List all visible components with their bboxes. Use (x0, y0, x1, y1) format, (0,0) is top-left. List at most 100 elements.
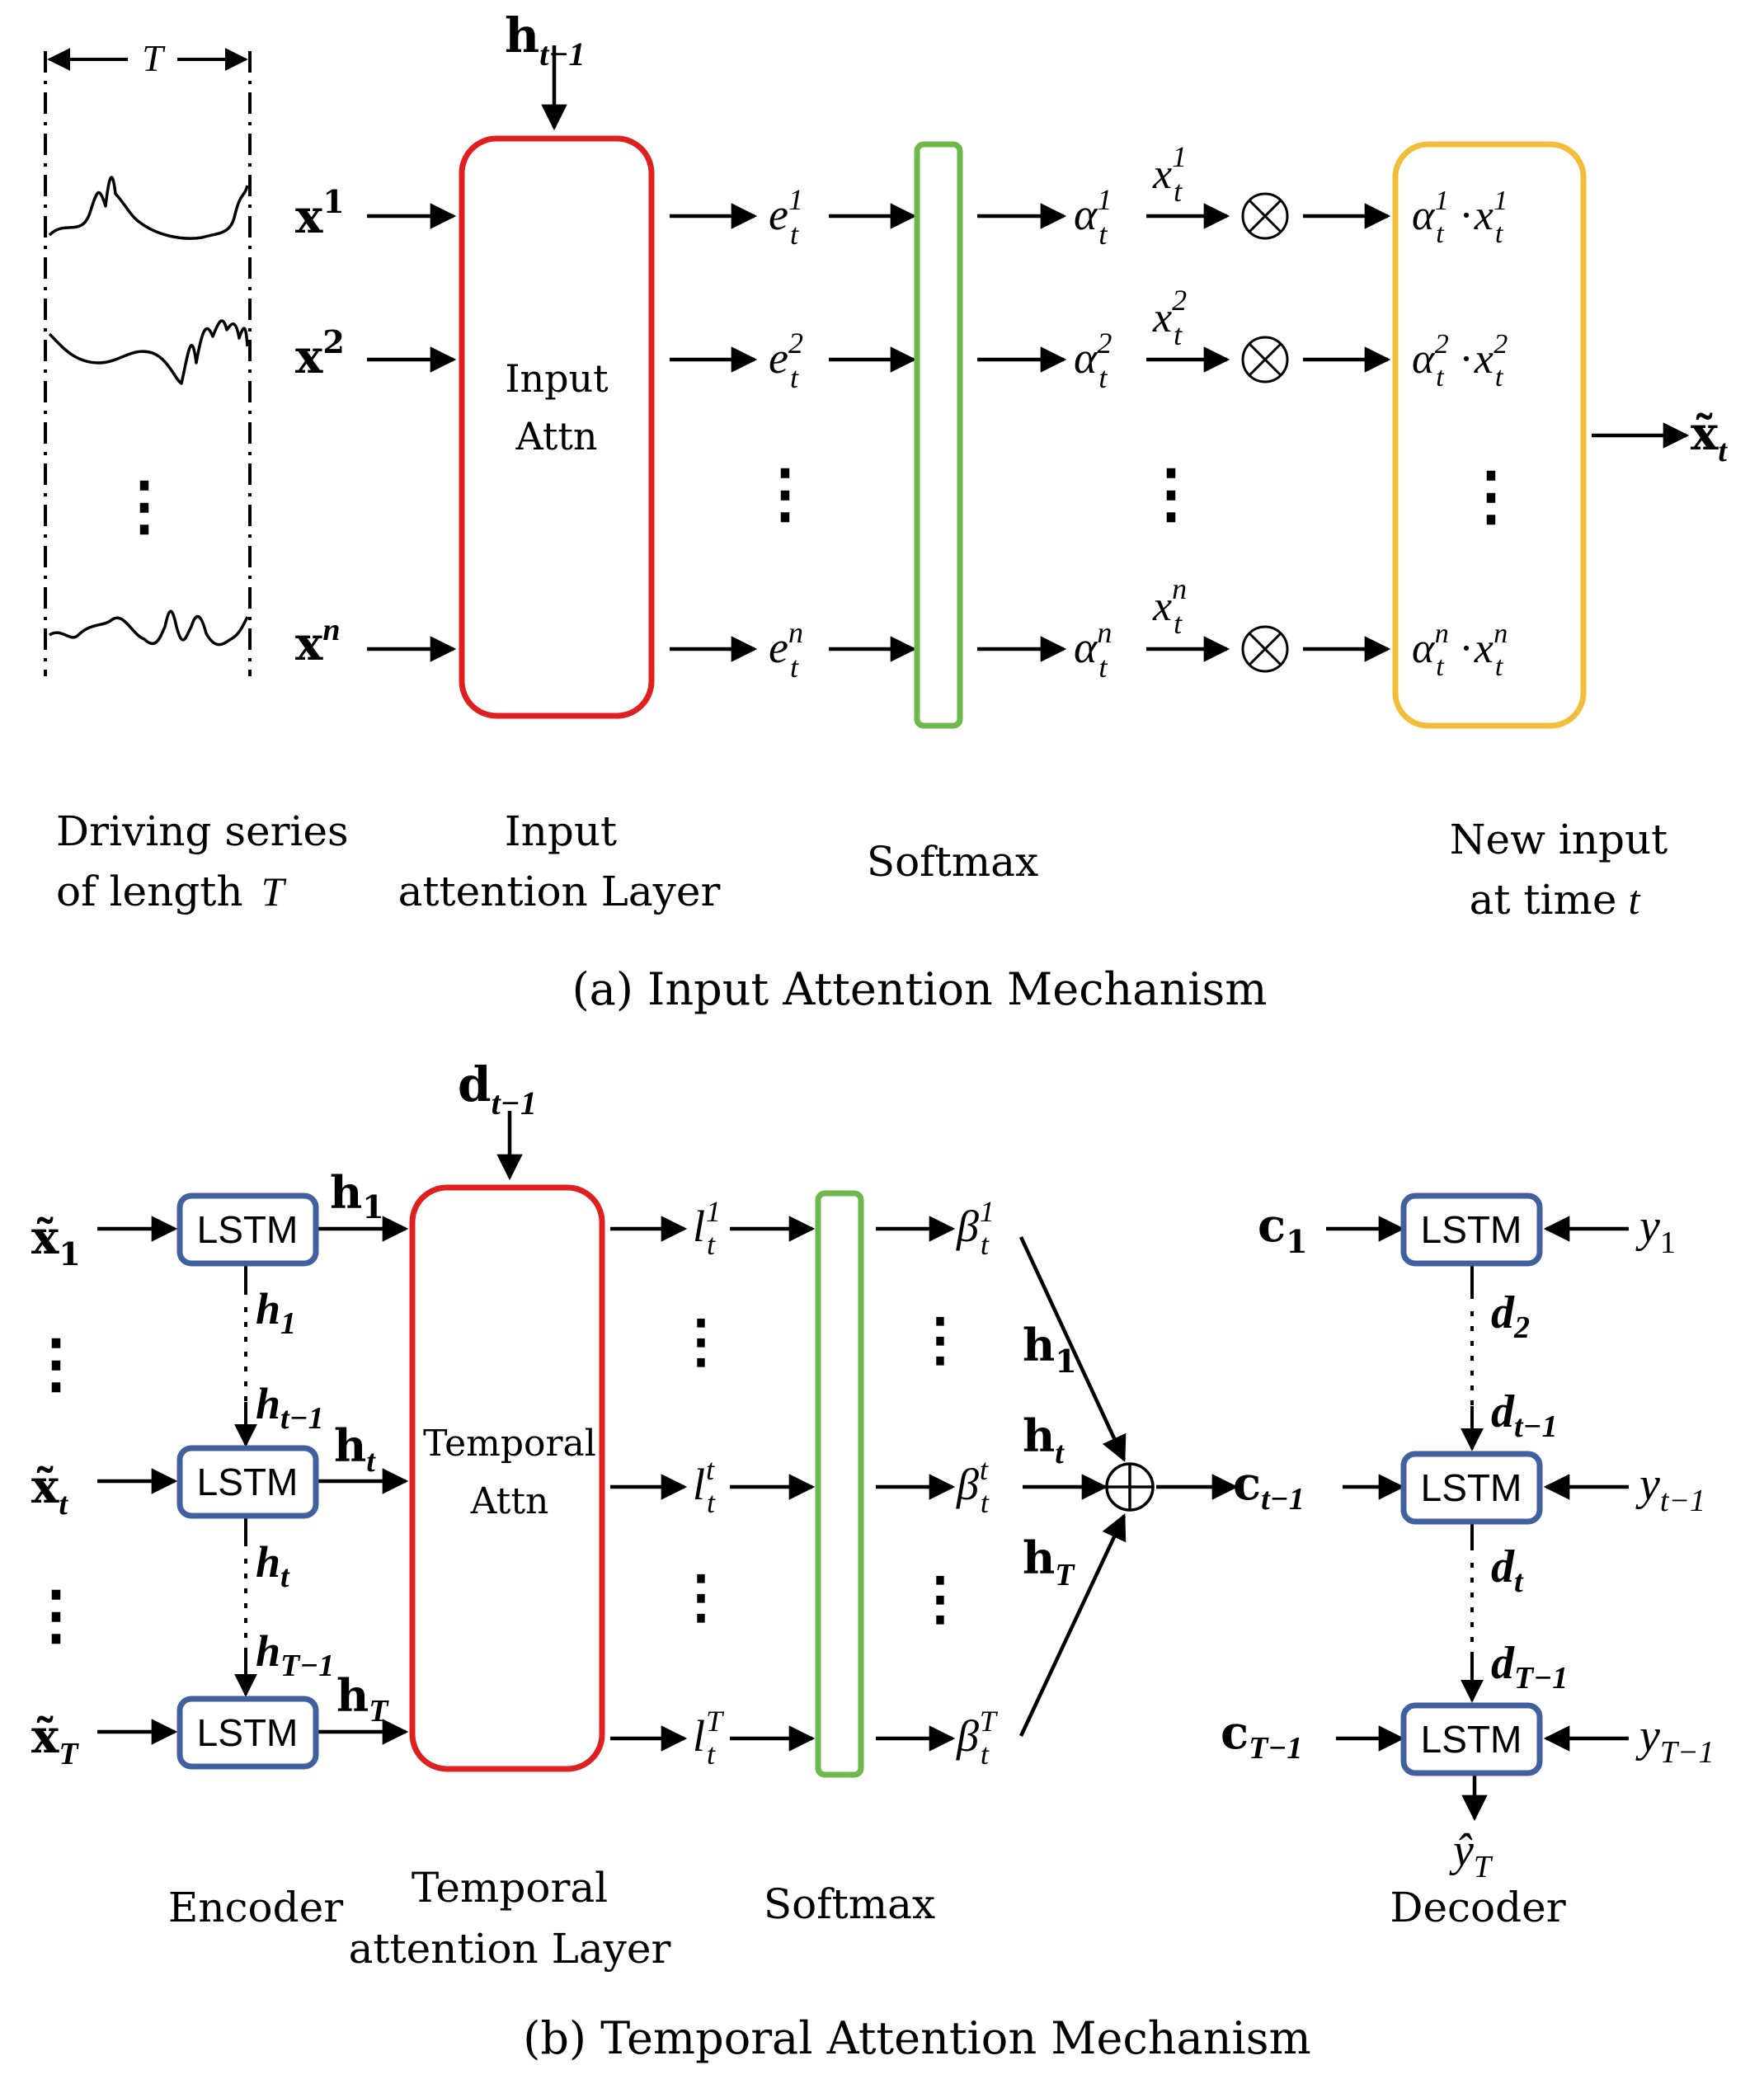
panel-temporal-attention: x̃1 x̃t x̃T ⋮ ⋮ LSTM (24, 1056, 1715, 2064)
beta-T: βtT (956, 1705, 999, 1771)
sum-input-labels: h1 ht hT (1023, 1319, 1077, 1592)
input-arrows (367, 45, 567, 662)
input-x1: x1 (295, 183, 345, 244)
beta-t: βtt (956, 1453, 990, 1519)
dec-state-dT-1: dT−1 (1491, 1638, 1568, 1696)
time-series-curves (48, 176, 249, 647)
alpha-1: αt1 (1074, 183, 1112, 251)
panel-b-section-labels: Encoder Temporal attention Layer Softmax… (168, 1864, 1566, 1973)
label-decoder: Decoder (1390, 1884, 1565, 1931)
multiply-op-2 (1241, 336, 1289, 383)
encoder-lstm-t-label: LSTM (197, 1461, 299, 1503)
beta-labels: βt1 βtt βtT (956, 1195, 999, 1771)
energy-ellipsis: ⋮ (753, 456, 817, 531)
mult-input-1: xt1 (1152, 140, 1187, 208)
decoder-lstm-1-label: LSTM (1421, 1208, 1522, 1251)
label-of-length: of length T (56, 868, 287, 915)
beta-arrows (876, 1216, 956, 1752)
dec-state-dt-1: dt−1 (1491, 1386, 1558, 1444)
window-label: T (142, 37, 166, 79)
energy-e2: et2 (769, 327, 803, 394)
encoder-arrows (97, 1111, 523, 1745)
beta-ellipsis-2: ⋮ (911, 1564, 969, 1632)
series-ellipsis: ⋮ (112, 468, 176, 543)
beta-ellipsis-1: ⋮ (911, 1305, 969, 1373)
multiply-op-1 (1241, 192, 1289, 240)
input-attention-box-line1: Input (505, 356, 609, 401)
decoder-lstm-T-label: LSTM (1421, 1718, 1522, 1761)
label-driving-series: Driving series (56, 807, 349, 855)
alpha-2: αt2 (1074, 327, 1112, 394)
multiply-ops (1241, 192, 1289, 673)
encoder-inputs: x̃1 x̃t x̃T (31, 1211, 81, 1771)
softmax-bar-b (815, 1190, 864, 1778)
output-x-tilde: x̃t (1691, 407, 1728, 468)
softmax-out-arrows (977, 203, 1690, 662)
alpha-n: αtn (1074, 616, 1112, 684)
enc-input-T: x̃T (31, 1710, 79, 1771)
dec-target-yt-1: yt−1 (1635, 1459, 1705, 1518)
score-1: lt1 (693, 1195, 721, 1261)
temporal-attention-box-line2: Attn (470, 1480, 549, 1522)
dec-target-y1: y1 (1635, 1201, 1676, 1260)
score-labels: lt1 ltt ltT (693, 1195, 725, 1771)
series-1-curve (48, 176, 249, 240)
product-n: αtn ·xtn (1412, 619, 1508, 682)
score-t: ltt (693, 1453, 716, 1519)
dec-context-T-1: cT−1 (1221, 1705, 1302, 1766)
score-ellipsis-2: ⋮ (672, 1562, 730, 1630)
energy-labels: et1 et2 etn (769, 183, 803, 684)
score-ellipsis-1: ⋮ (672, 1306, 730, 1375)
temporal-attention-box (409, 1184, 605, 1772)
product-ellipsis: ⋮ (1459, 459, 1523, 534)
mult-input-n: xtn (1152, 572, 1187, 640)
sum-arrows (1018, 1236, 1239, 1737)
dec-state-d2: d2 (1491, 1287, 1530, 1345)
label-input: Input (505, 807, 617, 855)
window-bracket (44, 48, 252, 676)
input-xn: xn (295, 613, 341, 671)
sum-input-h1: h1 (1023, 1319, 1077, 1380)
temporal-attention-box-line1: Temporal (423, 1423, 596, 1465)
label-at-time: at time t (1470, 876, 1641, 924)
product-2: αt2 ·xt2 (1412, 329, 1508, 393)
label-softmax-a: Softmax (867, 838, 1038, 886)
mult-input-labels: xt1 xt2 xtn (1152, 140, 1187, 640)
enc-state-h1: h1 (256, 1284, 296, 1341)
new-input-box (1392, 141, 1587, 729)
alpha-labels: αt1 αt2 αtn (1074, 183, 1112, 684)
enc-state-ht-1: ht−1 (256, 1379, 324, 1436)
encoder-lstm-t: LSTM (176, 1445, 319, 1519)
dec-context-1: c1 (1258, 1198, 1308, 1260)
decoder-arrows (1326, 1216, 1629, 1822)
decoder-lstm-1: LSTM (1400, 1192, 1543, 1267)
enc-input-1: x̃1 (31, 1211, 81, 1272)
mult-input-2: xt2 (1152, 284, 1187, 351)
panel-input-attention: T ⋮ x1 x2 xn ht−1 Input Attn (44, 7, 1728, 1015)
energy-arrows (670, 203, 917, 662)
label-new-input: New input (1450, 816, 1668, 863)
dec-state-dt: dt (1491, 1541, 1524, 1599)
beta-1: βt1 (956, 1195, 995, 1261)
encoder-lstm-T: LSTM (176, 1696, 319, 1770)
decoder-hidden-d: dt−1 (458, 1056, 537, 1122)
sum-op (1105, 1462, 1155, 1512)
input-attention-box-line2: Attn (515, 414, 597, 459)
caption-a: (a) Input Attention Mechanism (572, 963, 1268, 1015)
label-temporal-attention-layer: attention Layer (349, 1925, 671, 1973)
alpha-ellipsis: ⋮ (1139, 456, 1203, 531)
multiply-op-n (1241, 625, 1289, 673)
label-temporal: Temporal (412, 1864, 608, 1912)
encoder-lstm-1: LSTM (176, 1192, 319, 1267)
series-2-curve (48, 319, 249, 385)
encoder-states: h1 ht−1 ht hT−1 (256, 1284, 334, 1683)
decoder-lstm-t: LSTM (1400, 1451, 1543, 1525)
prediction-y-hat: ŷT (1449, 1825, 1494, 1884)
enc-input-ellipsis-2: ⋮ (24, 1578, 88, 1653)
enc-output-t: ht (334, 1419, 376, 1479)
panel-a-section-labels: Driving series of length T Input attentio… (56, 807, 1668, 924)
label-attention-layer: attention Layer (398, 868, 721, 915)
score-T: ltT (693, 1705, 725, 1771)
energy-e1: et1 (769, 183, 803, 251)
